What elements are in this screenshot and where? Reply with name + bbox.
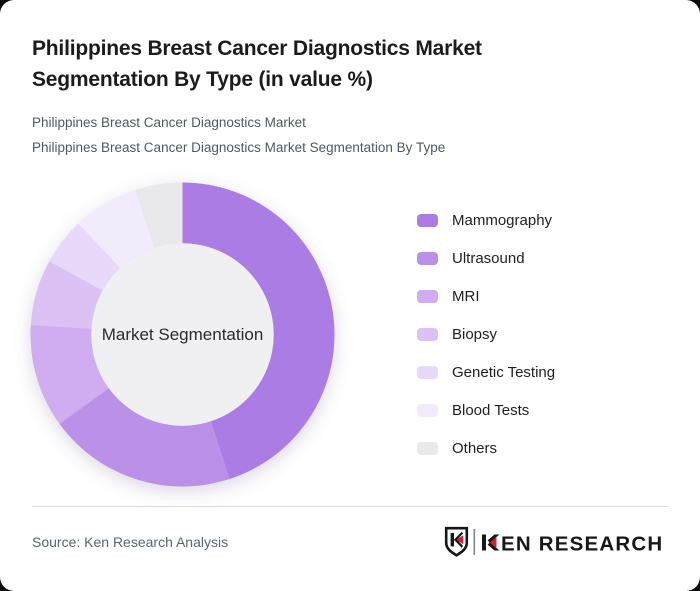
source-note: Source: Ken Research Analysis: [32, 534, 229, 550]
donut-chart: Market Segmentation: [30, 182, 335, 487]
legend-item-ultrasound: Ultrasound: [417, 249, 555, 267]
donut-slice-biopsy: [30, 261, 103, 329]
legend-item-biopsy: Biopsy: [417, 325, 555, 343]
donut-slice-blood-tests: [78, 189, 155, 269]
legend-item-others: Others: [417, 439, 555, 457]
donut-slice-mri: [30, 324, 109, 424]
chart-legend: Mammography Ultrasound MRI Biopsy Genetic Te…: [417, 211, 555, 477]
legend-item-blood-tests: Blood Tests: [417, 401, 555, 419]
logo-wordmark-text: EN RESEARCH: [501, 533, 663, 556]
chart-subtitles: Philippines Breast Cancer Diagnostics Ma…: [32, 110, 652, 160]
donut-slice-genetic-testing: [49, 223, 121, 291]
footer-divider: [32, 506, 668, 507]
legend-swatch: [417, 213, 438, 227]
legend-item-mammography: Mammography: [417, 211, 555, 229]
legend-swatch: [417, 327, 438, 341]
logo-separator: [473, 529, 476, 555]
legend-swatch: [417, 251, 438, 265]
legend-swatch: [417, 441, 438, 455]
legend-item-mri: MRI: [417, 287, 555, 305]
subtitle-line-2: Philippines Breast Cancer Diagnostics Ma…: [32, 140, 446, 155]
legend-label: Others: [452, 439, 498, 457]
donut-hole: [91, 243, 274, 426]
legend-label: Genetic Testing: [452, 363, 556, 381]
legend-label: MRI: [452, 287, 480, 305]
legend-label: Biopsy: [452, 325, 498, 343]
legend-label: Mammography: [452, 211, 553, 229]
legend-label: Ultrasound: [452, 249, 525, 267]
donut-slice-ultrasound: [59, 388, 230, 487]
page-title: Philippines Breast Cancer Diagnostics Ma…: [32, 37, 482, 91]
subtitle-line-1: Philippines Breast Cancer Diagnostics Ma…: [32, 115, 306, 130]
donut-chart-svg: [30, 182, 335, 487]
logo-k-glyph: [482, 534, 500, 551]
ken-research-logo: EN RESEARCH: [444, 526, 663, 557]
donut-slice-others: [135, 182, 183, 248]
donut-slice-mammography: [182, 182, 335, 480]
legend-label: Blood Tests: [452, 401, 530, 419]
legend-swatch: [417, 289, 438, 303]
legend-item-genetic-testing: Genetic Testing: [417, 363, 555, 381]
legend-swatch: [417, 403, 438, 417]
shield-k-icon: [444, 526, 469, 557]
legend-swatch: [417, 365, 438, 379]
